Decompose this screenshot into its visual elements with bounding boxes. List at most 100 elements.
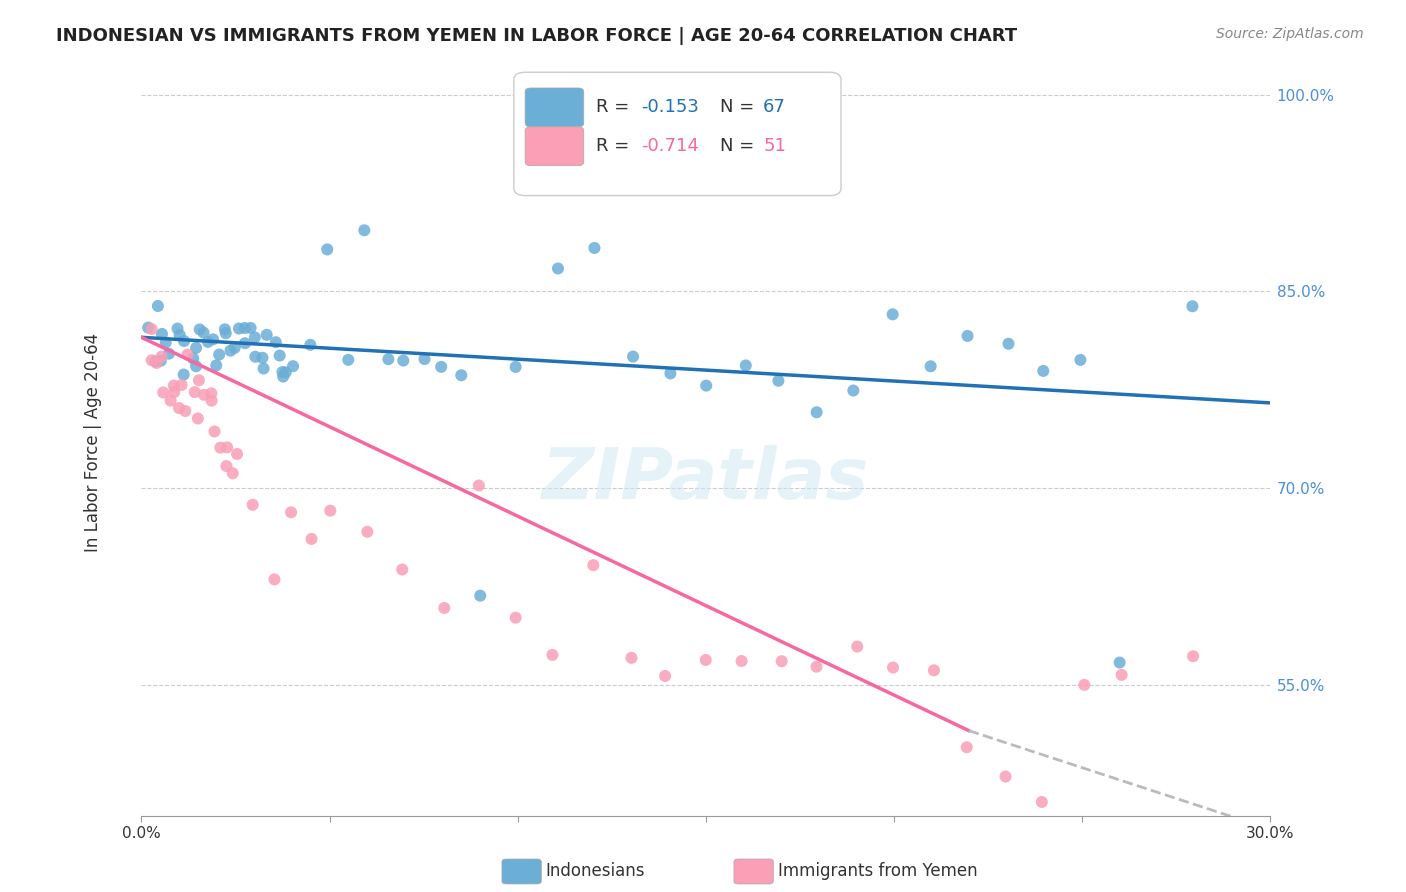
Text: ZIPatlas: ZIPatlas bbox=[541, 445, 869, 514]
Point bbox=[167, 401, 190, 415]
Point bbox=[193, 326, 215, 340]
Point bbox=[173, 368, 195, 382]
Point bbox=[920, 359, 942, 374]
Point bbox=[150, 326, 173, 341]
Point bbox=[806, 659, 828, 673]
Point bbox=[430, 359, 453, 374]
Point bbox=[243, 330, 266, 344]
Text: -0.714: -0.714 bbox=[641, 137, 699, 155]
Point bbox=[174, 404, 197, 418]
Text: Immigrants from Yemen: Immigrants from Yemen bbox=[778, 863, 977, 880]
Point bbox=[200, 393, 222, 408]
Point bbox=[200, 386, 222, 401]
Point bbox=[695, 378, 717, 392]
Point bbox=[468, 478, 491, 492]
Point bbox=[695, 653, 717, 667]
Point bbox=[155, 335, 177, 350]
Point bbox=[768, 374, 790, 388]
Point bbox=[956, 740, 979, 755]
Point bbox=[252, 351, 274, 365]
Point bbox=[209, 441, 232, 455]
Point bbox=[166, 321, 188, 335]
Point bbox=[391, 562, 413, 576]
Point bbox=[224, 341, 246, 355]
Text: -0.153: -0.153 bbox=[641, 98, 699, 116]
Point bbox=[353, 223, 375, 237]
Text: Indonesians: Indonesians bbox=[546, 863, 645, 880]
Point bbox=[152, 385, 174, 400]
Text: 51: 51 bbox=[763, 137, 786, 155]
Point bbox=[252, 361, 274, 376]
Point bbox=[222, 467, 245, 481]
Point bbox=[922, 663, 945, 677]
Point bbox=[145, 354, 167, 368]
Point bbox=[163, 378, 186, 392]
Point bbox=[1031, 795, 1053, 809]
Point bbox=[659, 367, 682, 381]
Point bbox=[233, 321, 256, 335]
Point bbox=[274, 365, 297, 379]
Point bbox=[994, 770, 1017, 784]
Point bbox=[450, 368, 472, 383]
Point bbox=[281, 359, 304, 374]
Point bbox=[173, 334, 195, 348]
Point bbox=[470, 589, 492, 603]
Point bbox=[392, 353, 415, 368]
Point bbox=[226, 447, 249, 461]
Point bbox=[882, 660, 904, 674]
Point bbox=[193, 388, 215, 402]
Point bbox=[1069, 352, 1091, 367]
Point bbox=[846, 640, 869, 654]
Point bbox=[208, 348, 231, 362]
Point bbox=[582, 558, 605, 573]
Point bbox=[256, 327, 278, 342]
Point bbox=[997, 336, 1019, 351]
Point bbox=[242, 498, 264, 512]
Point bbox=[956, 329, 979, 343]
Point bbox=[413, 352, 436, 367]
Point bbox=[150, 350, 173, 364]
Point bbox=[141, 353, 163, 368]
Point bbox=[730, 654, 752, 668]
Text: R =: R = bbox=[596, 137, 636, 155]
Point bbox=[228, 321, 250, 335]
Point bbox=[299, 338, 322, 352]
Point bbox=[271, 369, 294, 384]
Point bbox=[188, 322, 211, 336]
Point bbox=[217, 441, 239, 455]
Point bbox=[734, 359, 756, 373]
Point bbox=[806, 405, 828, 419]
Point bbox=[620, 650, 643, 665]
Point bbox=[842, 384, 865, 398]
Text: INDONESIAN VS IMMIGRANTS FROM YEMEN IN LABOR FORCE | AGE 20-64 CORRELATION CHART: INDONESIAN VS IMMIGRANTS FROM YEMEN IN L… bbox=[56, 27, 1018, 45]
Point bbox=[1111, 668, 1133, 682]
Point bbox=[187, 411, 209, 425]
Point bbox=[1032, 364, 1054, 378]
Text: N =: N = bbox=[720, 137, 761, 155]
Point bbox=[219, 343, 242, 358]
Point bbox=[377, 352, 399, 367]
Point bbox=[184, 341, 207, 355]
Text: 67: 67 bbox=[763, 98, 786, 116]
Point bbox=[215, 326, 238, 341]
Point bbox=[202, 332, 225, 346]
Point bbox=[316, 243, 339, 257]
Point bbox=[541, 648, 564, 662]
Point bbox=[149, 353, 172, 368]
Point bbox=[184, 385, 207, 400]
Point bbox=[141, 322, 163, 336]
Point bbox=[1108, 656, 1130, 670]
Point bbox=[337, 352, 360, 367]
Point bbox=[157, 346, 180, 360]
Point bbox=[145, 356, 167, 370]
Point bbox=[264, 335, 287, 350]
FancyBboxPatch shape bbox=[524, 88, 583, 127]
FancyBboxPatch shape bbox=[513, 72, 841, 195]
Point bbox=[547, 261, 569, 276]
Point bbox=[882, 307, 904, 321]
Point bbox=[163, 385, 186, 400]
Point bbox=[170, 377, 193, 392]
Point bbox=[301, 532, 323, 546]
Point bbox=[319, 503, 342, 517]
Point bbox=[146, 299, 169, 313]
